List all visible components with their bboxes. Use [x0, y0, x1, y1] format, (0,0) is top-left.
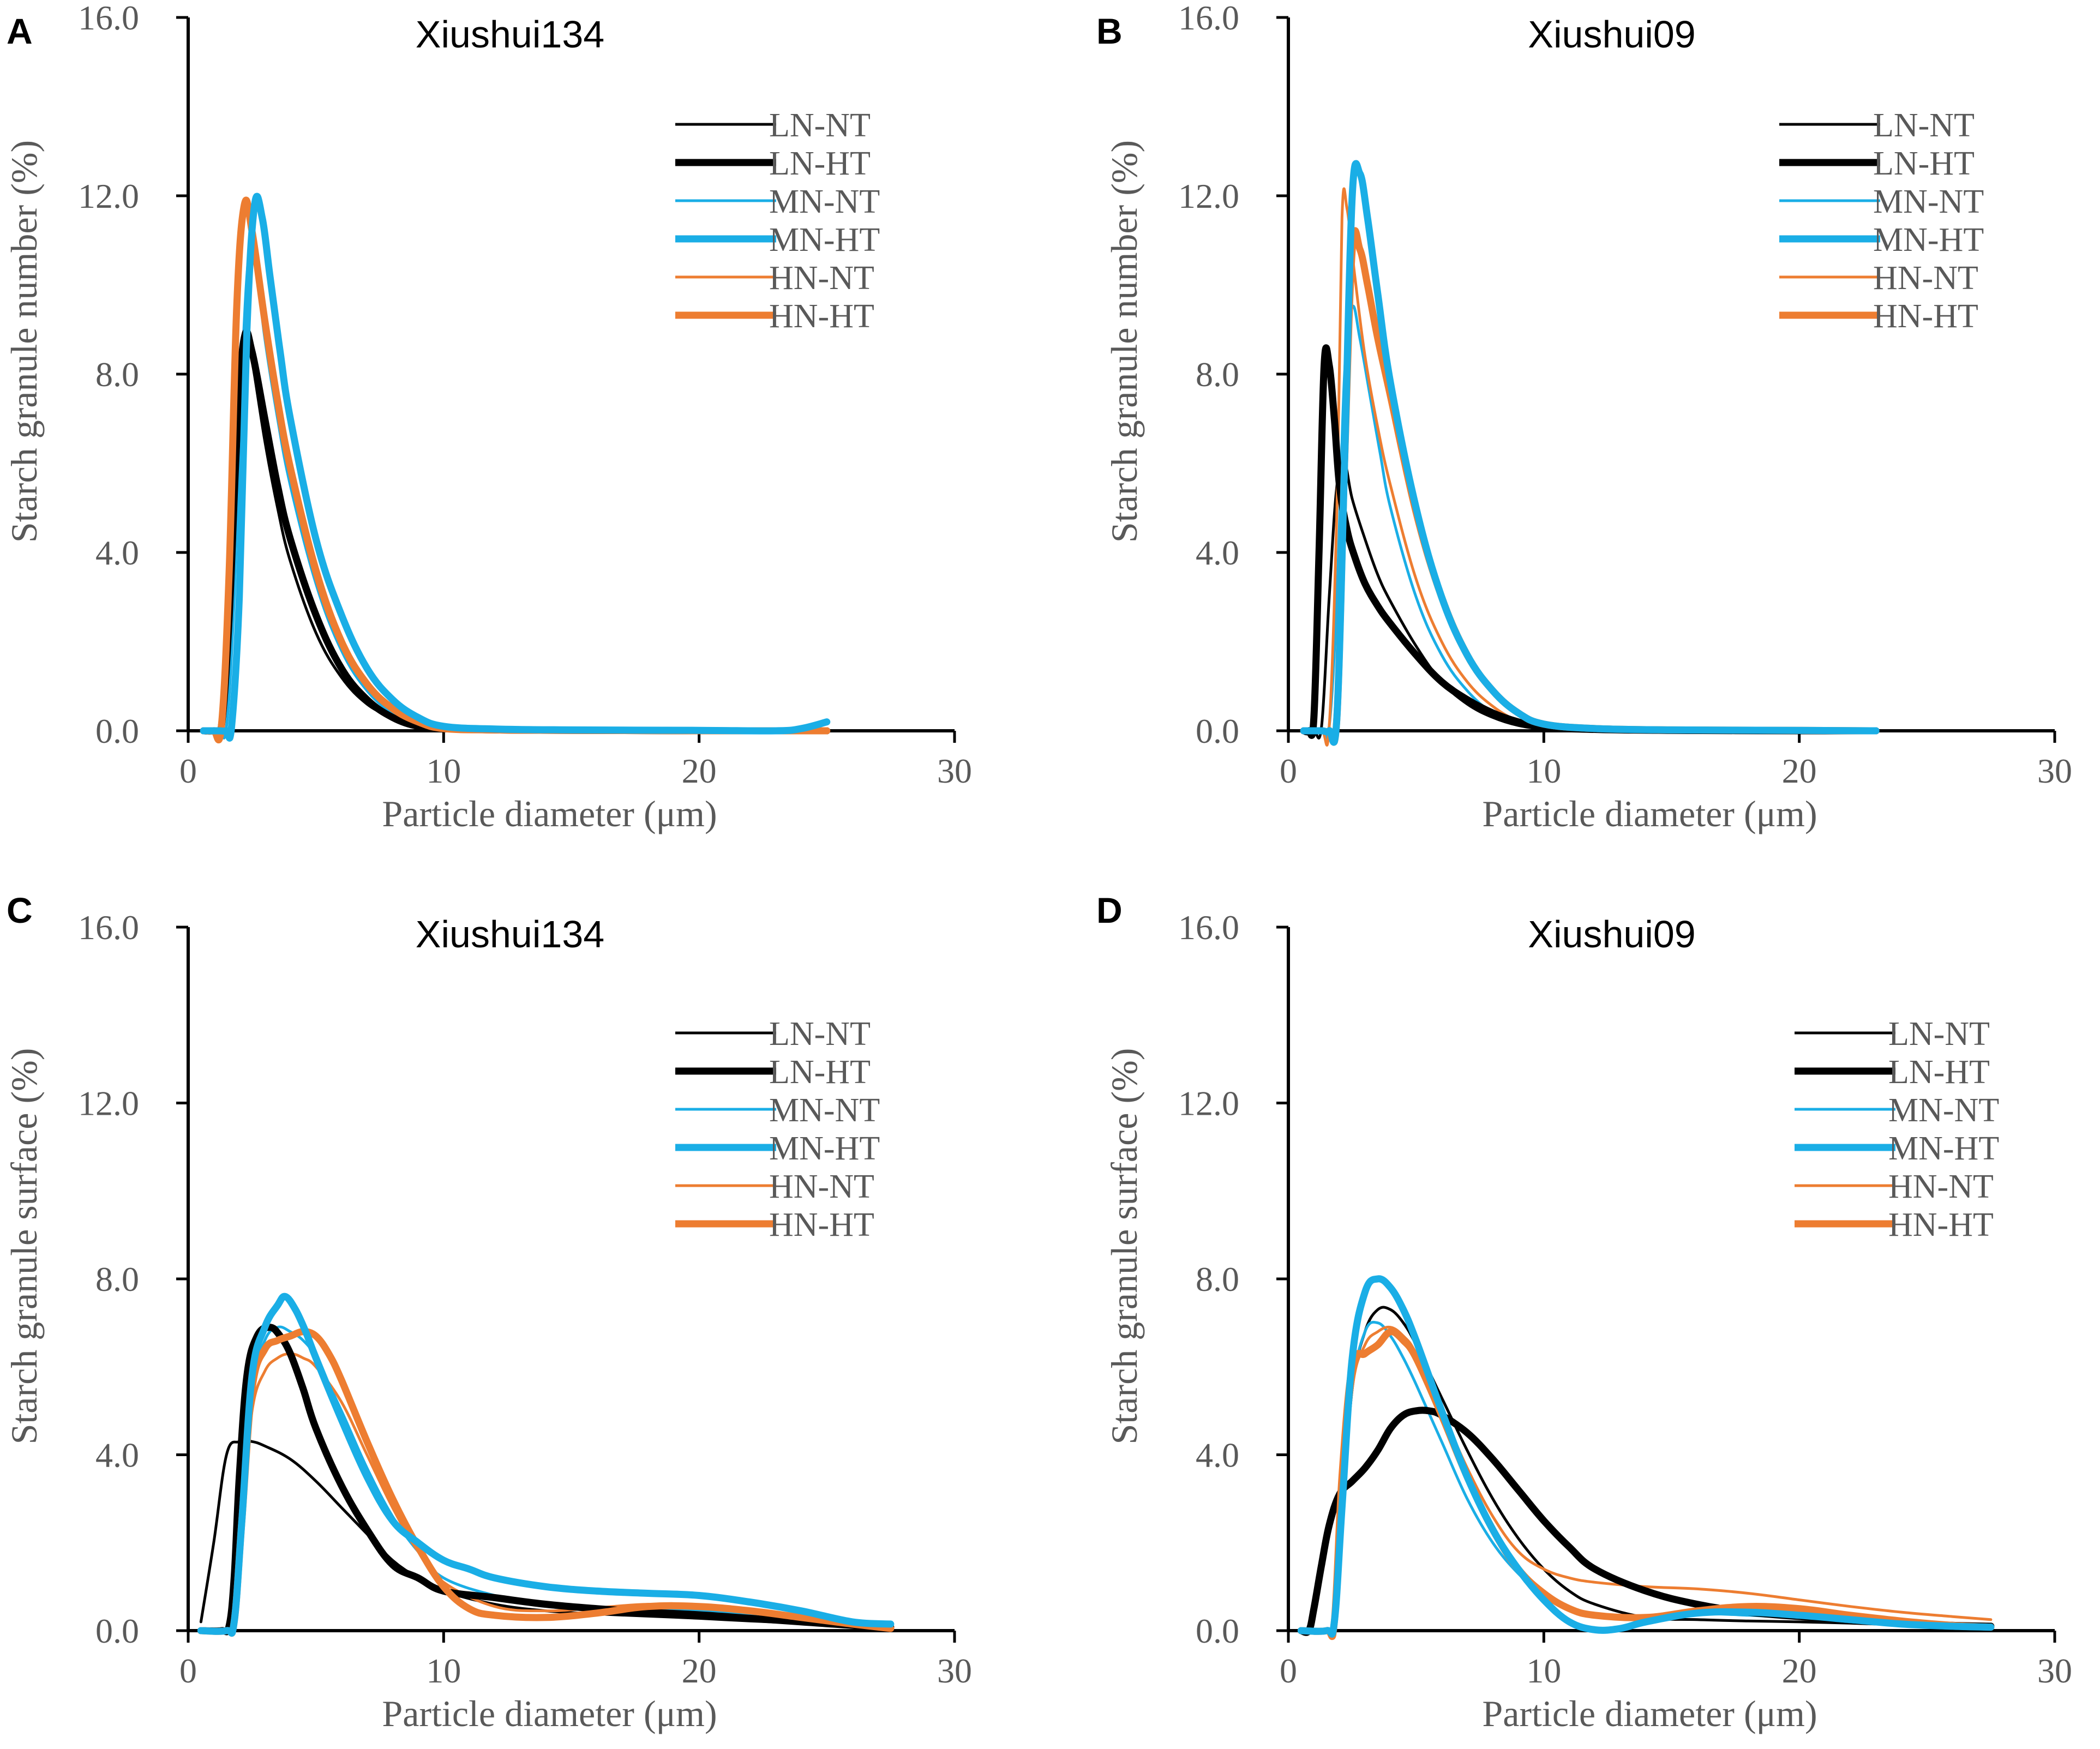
x-tick-label: 0 — [179, 1651, 197, 1690]
series-line-hn-nt — [202, 203, 829, 740]
legend-label: MN-NT — [1873, 183, 1984, 220]
series-line-ln-nt — [199, 1439, 892, 1628]
y-tick-label: 12.0 — [1178, 1084, 1239, 1123]
y-tick-label: 8.0 — [95, 1260, 139, 1299]
legend-label: MN-HT — [1888, 1130, 1999, 1167]
x-tick-label: 20 — [682, 752, 717, 790]
legend-label: HN-HT — [769, 298, 874, 335]
y-tick-label: 4.0 — [1196, 1436, 1239, 1475]
x-tick-label: 20 — [1782, 1651, 1817, 1690]
x-tick-label: 0 — [179, 752, 197, 790]
y-tick-label: 8.0 — [1196, 1260, 1239, 1299]
legend-label: MN-NT — [769, 1092, 880, 1129]
legend-label: HN-HT — [1888, 1206, 1994, 1243]
y-tick-label: 12.0 — [78, 1084, 139, 1123]
series-line-mn-ht — [197, 1293, 895, 1637]
y-tick-label: 0.0 — [1196, 712, 1239, 750]
y-tick-label: 0.0 — [95, 712, 139, 750]
series-line-ln-nt — [1299, 1306, 1993, 1635]
x-tick-label: 30 — [2037, 1651, 2072, 1690]
legend-label: LN-HT — [1873, 145, 1975, 182]
chart-title: Xiushui09 — [1528, 13, 1695, 56]
series-line-hn-nt — [1299, 1325, 1993, 1635]
x-tick-label: 10 — [1526, 752, 1561, 790]
x-tick-label: 30 — [937, 752, 972, 790]
legend-label: LN-NT — [769, 1015, 871, 1053]
x-tick-label: 0 — [1280, 752, 1297, 790]
chart-panel-d: D Xiushui09 0.0 4.0 8.0 12.0 16.0 0 10 20 30 Partic… — [1096, 890, 2072, 1734]
y-tick-label: 12.0 — [1178, 177, 1239, 215]
series-line-mn-ht — [1297, 1275, 1995, 1638]
y-tick-label: 12.0 — [78, 177, 139, 215]
x-tick-label: 30 — [937, 1651, 972, 1690]
x-axis-label: Particle diameter (μm) — [382, 1693, 717, 1734]
y-tick-label: 16.0 — [1178, 908, 1239, 947]
legend-label: LN-HT — [1888, 1054, 1990, 1091]
x-axis-label: Particle diameter (μm) — [382, 793, 717, 834]
y-axis-label: Starch granule surface (%) — [3, 1048, 45, 1445]
legend-label: MN-HT — [769, 221, 880, 259]
chart-panel-c: C Xiushui134 0.0 4.0 8.0 12.0 16.0 0 10 20 30 Parti… — [3, 890, 972, 1734]
x-tick-label: 0 — [1280, 1651, 1297, 1690]
y-tick-label: 4.0 — [1196, 533, 1239, 572]
x-tick-label: 10 — [426, 752, 461, 790]
y-tick-label: 16.0 — [78, 908, 139, 947]
legend-label: LN-NT — [769, 107, 871, 144]
legend-label: HN-NT — [1873, 260, 1978, 297]
panel-letter: D — [1096, 890, 1123, 930]
panel-letter: B — [1096, 11, 1123, 51]
legend-label: LN-NT — [1873, 107, 1975, 144]
y-tick-label: 16.0 — [1178, 0, 1239, 37]
legend-label: HN-NT — [1888, 1168, 1994, 1205]
legend-label: MN-HT — [1873, 221, 1984, 259]
y-tick-label: 8.0 — [95, 355, 139, 394]
series-line-hn-nt — [1302, 187, 1877, 747]
x-tick-label: 20 — [1782, 752, 1817, 790]
x-tick-label: 20 — [682, 1651, 717, 1690]
x-axis-label: Particle diameter (μm) — [1482, 793, 1817, 834]
y-axis-label: Starch granule number (%) — [3, 140, 45, 543]
panel-letter: C — [7, 890, 33, 930]
chart-title: Xiushui09 — [1528, 913, 1695, 955]
legend-label: LN-HT — [769, 145, 871, 182]
y-tick-label: 0.0 — [95, 1612, 139, 1650]
x-tick-label: 10 — [426, 1651, 461, 1690]
series-line-mn-ht — [1300, 160, 1880, 746]
y-axis-label: Starch granule surface (%) — [1103, 1048, 1145, 1445]
series-line-mn-ht — [200, 193, 831, 742]
series-line-ln-ht — [197, 1324, 895, 1636]
chart-title: Xiushui134 — [416, 913, 604, 955]
series-line-ln-ht — [1297, 1407, 1995, 1636]
legend-label: HN-HT — [769, 1206, 874, 1243]
legend-label: MN-HT — [769, 1130, 880, 1167]
legend-label: MN-NT — [769, 183, 880, 220]
chart-panel-b: B Xiushui09 0.0 4.0 8.0 12.0 16.0 0 10 20 30 Partic… — [1096, 0, 2072, 834]
y-tick-label: 16.0 — [78, 0, 139, 37]
chart-panel-a: A Xiushui134 0.0 4.0 8.0 12.0 16.0 0 10 20 30 Parti… — [3, 0, 972, 834]
chart-title: Xiushui134 — [416, 13, 604, 56]
legend-label: LN-HT — [769, 1054, 871, 1091]
x-tick-label: 10 — [1526, 1651, 1561, 1690]
series-line-ln-nt — [202, 327, 829, 740]
y-tick-label: 0.0 — [1196, 1612, 1239, 1650]
y-tick-label: 8.0 — [1196, 355, 1239, 394]
x-tick-label: 30 — [2037, 752, 2072, 790]
panel-letter: A — [7, 11, 33, 51]
legend-label: MN-NT — [1888, 1092, 1999, 1129]
legend-label: HN-NT — [769, 1168, 874, 1205]
y-axis-label: Starch granule number (%) — [1103, 140, 1145, 543]
x-axis-label: Particle diameter (μm) — [1482, 1693, 1817, 1734]
y-tick-label: 4.0 — [95, 533, 139, 572]
y-tick-label: 4.0 — [95, 1436, 139, 1475]
series-line-ln-ht — [200, 328, 831, 740]
legend-label: HN-NT — [769, 260, 874, 297]
legend-label: LN-NT — [1888, 1015, 1990, 1053]
legend-label: HN-HT — [1873, 298, 1978, 335]
